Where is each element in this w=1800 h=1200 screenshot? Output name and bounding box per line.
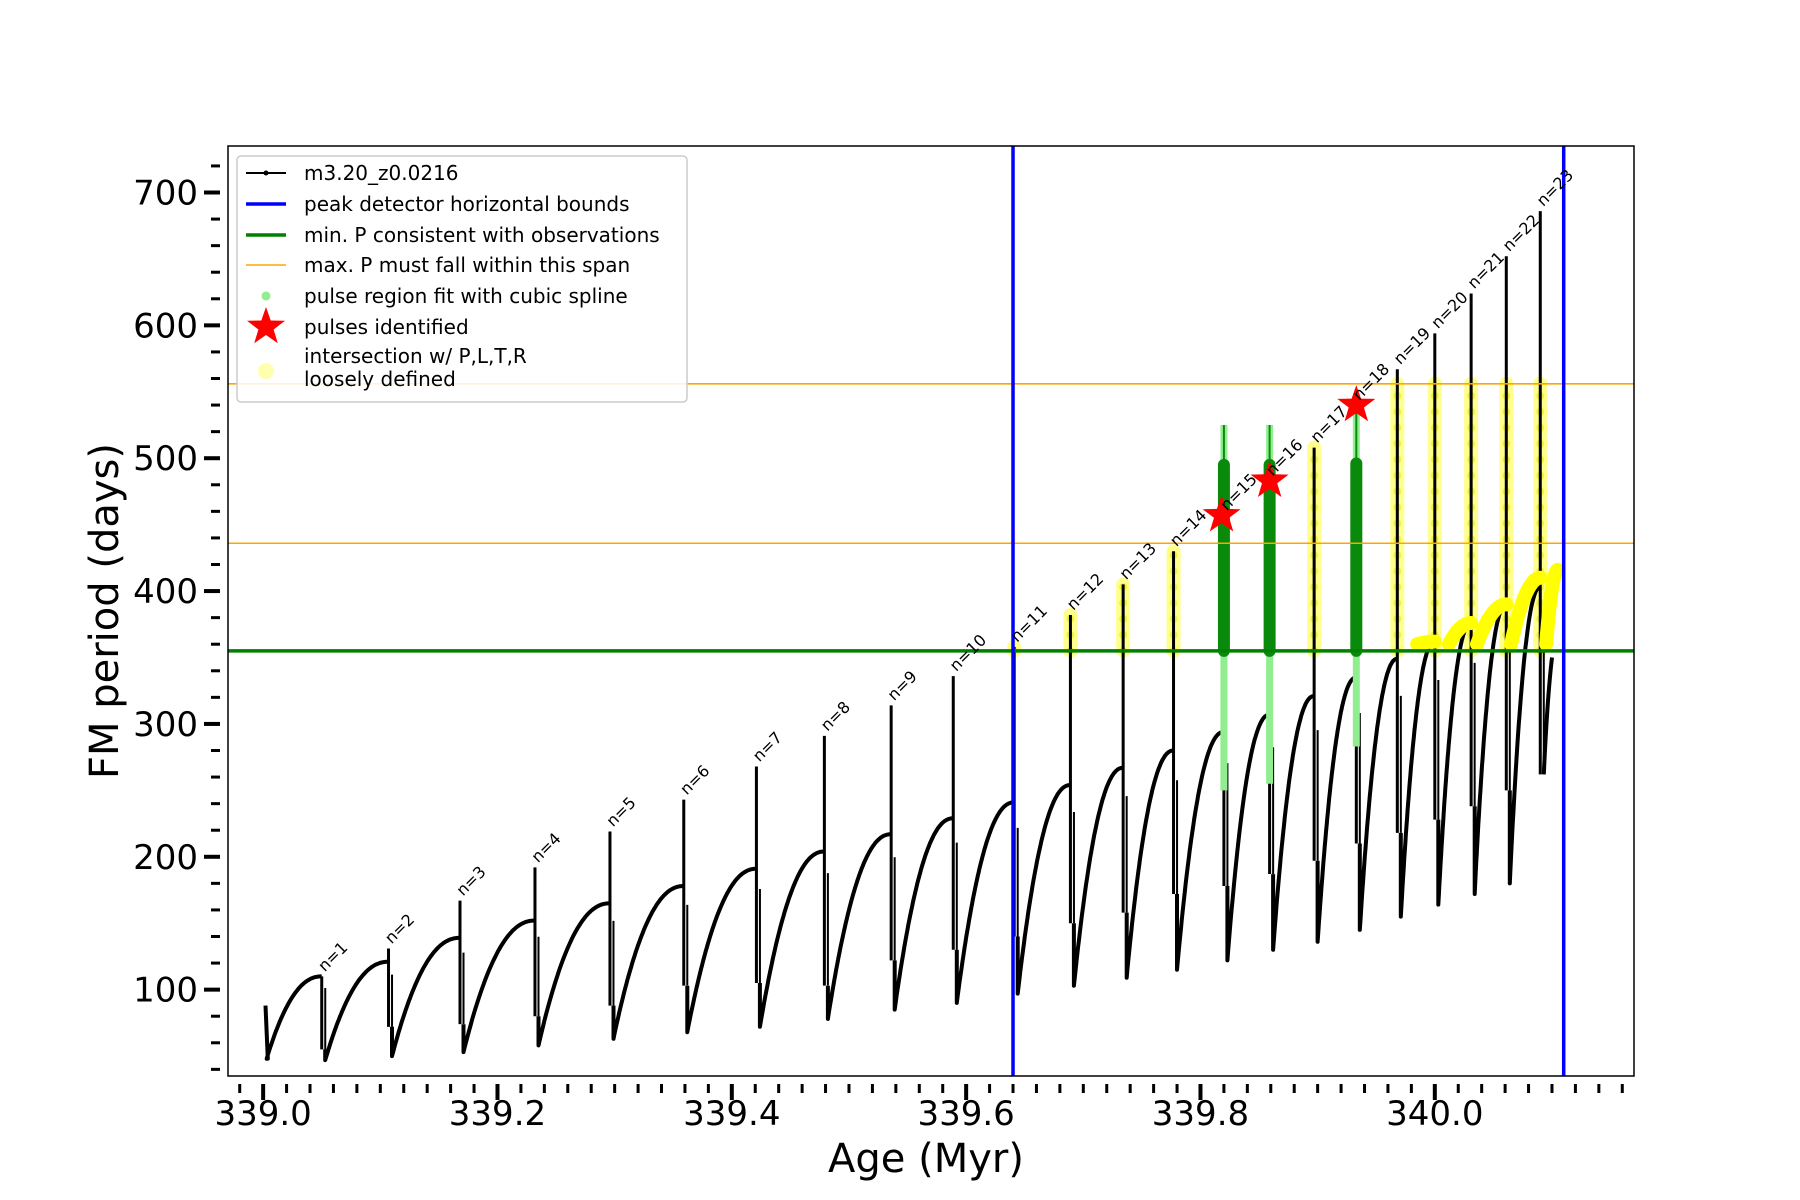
pulse-curve-segment bbox=[536, 901, 611, 1048]
y-tick-label: 200 bbox=[133, 838, 198, 878]
legend-label: min. P consistent with observations bbox=[304, 223, 660, 247]
y-axis-title: FM period (days) bbox=[82, 443, 128, 779]
pulse-curve-segment bbox=[1071, 765, 1125, 988]
pulse-curve-segment bbox=[1124, 748, 1175, 980]
y-tick-label: 700 bbox=[133, 174, 198, 214]
pulse-curve-segment bbox=[1315, 675, 1358, 944]
y-tick-label: 600 bbox=[133, 306, 198, 346]
y-tick-label: 300 bbox=[133, 705, 198, 745]
legend-handle-circle bbox=[258, 363, 274, 379]
legend-handle-star bbox=[247, 307, 285, 344]
legend-handle-marker bbox=[263, 170, 269, 176]
x-tick-label: 340.0 bbox=[1386, 1094, 1483, 1134]
intersection-arc bbox=[1539, 562, 1565, 652]
plot-frame bbox=[227, 145, 1635, 1077]
y-tick-label: 100 bbox=[133, 971, 198, 1011]
pulse-curve-segment bbox=[892, 816, 955, 1012]
x-tick-label: 339.8 bbox=[1152, 1094, 1249, 1134]
pulse-curve-segment bbox=[1507, 585, 1542, 886]
x-tick-label: 339.2 bbox=[449, 1094, 546, 1134]
legend-label: peak detector horizontal bounds bbox=[304, 192, 630, 216]
pulse-curve-segment bbox=[825, 832, 893, 1021]
pulse-curve-segment bbox=[757, 849, 826, 1029]
legend-handle-dot bbox=[261, 291, 271, 301]
y-tick-label: 500 bbox=[133, 439, 198, 479]
legend-label: pulse region fit with cubic spline bbox=[304, 284, 628, 308]
legend-label-line2: loosely defined bbox=[304, 367, 456, 391]
pulse-curve-segment bbox=[1271, 694, 1316, 952]
legend-label: m3.20_z0.0216 bbox=[304, 161, 459, 185]
intersection-arc bbox=[1441, 616, 1479, 652]
pulse-curve-segment bbox=[390, 935, 461, 1059]
pulse-curve-segment bbox=[461, 918, 536, 1055]
pulse-curve-segment bbox=[1175, 729, 1226, 972]
pulse-curve-segment bbox=[685, 866, 758, 1035]
pulse-star bbox=[1337, 385, 1376, 422]
intersection-arc bbox=[1470, 597, 1514, 652]
legend-label: max. P must fall within this span bbox=[304, 253, 630, 277]
pulse-curve-segment bbox=[263, 974, 323, 1061]
x-tick-label: 339.6 bbox=[917, 1094, 1014, 1134]
y-tick-label: 400 bbox=[133, 572, 198, 612]
pulse-curve-end bbox=[1541, 657, 1554, 775]
pulse-star bbox=[1250, 460, 1289, 497]
legend-label: intersection w/ P,L,T,R bbox=[304, 344, 527, 368]
legend-label: pulses identified bbox=[304, 315, 469, 339]
pulse-curve-segment bbox=[323, 959, 390, 1063]
intersection-arc bbox=[1504, 570, 1548, 652]
pulse-curve-segment bbox=[611, 884, 685, 1041]
x-axis-title: Age (Myr) bbox=[828, 1136, 1024, 1182]
pulse-curve-segment bbox=[1015, 783, 1072, 996]
pulse-curve-segment bbox=[954, 800, 1016, 1005]
intersection-arc bbox=[1410, 634, 1442, 652]
x-tick-label: 339.4 bbox=[683, 1094, 780, 1134]
pulse-curve-segment bbox=[1357, 656, 1399, 932]
legend-box bbox=[236, 155, 688, 403]
pulse-curve-segment bbox=[1225, 712, 1271, 963]
pulse-star bbox=[1202, 495, 1241, 532]
x-tick-label: 339.0 bbox=[214, 1094, 311, 1134]
